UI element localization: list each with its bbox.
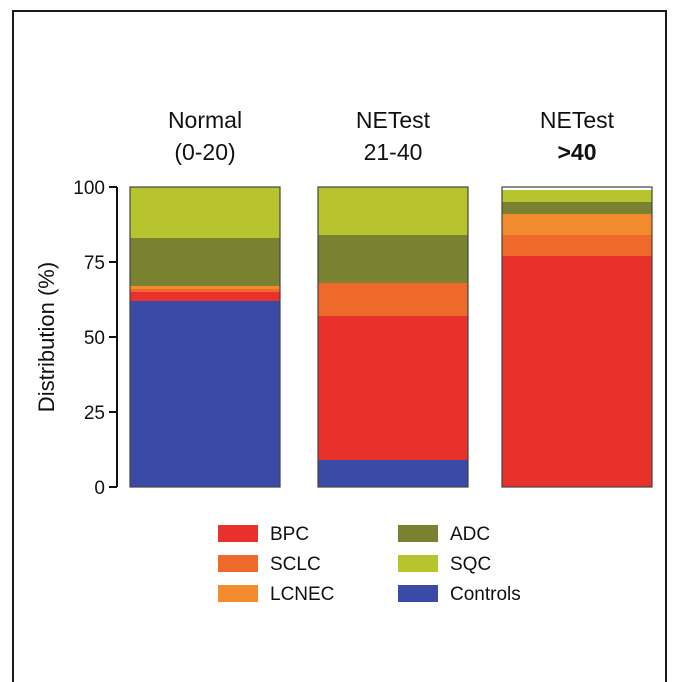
y-tick-label: 0 xyxy=(94,478,105,499)
legend-swatch-controls xyxy=(398,585,438,602)
category-titles: Normal (0-20) NETest 21-40 NETest >40 xyxy=(168,107,615,165)
bar-segment-sclc xyxy=(130,289,280,292)
legend-swatch-sclc xyxy=(218,555,258,572)
legend-label-controls: Controls xyxy=(450,584,521,605)
legend-label-bpc: BPC xyxy=(270,524,309,545)
category-title-line1: NETest xyxy=(356,107,431,133)
bar-segment-bpc xyxy=(130,292,280,301)
legend-swatch-adc xyxy=(398,525,438,542)
legend-swatch-sqc xyxy=(398,555,438,572)
bar-segment-adc xyxy=(318,235,468,283)
category-title-line2: (0-20) xyxy=(174,139,235,165)
bar-segment-bpc xyxy=(502,256,652,487)
y-tick-label: 25 xyxy=(84,403,105,424)
bar-outline xyxy=(501,186,653,488)
category-title-line2: >40 xyxy=(557,139,596,165)
category-title-line1: Normal xyxy=(168,107,242,133)
y-tick-label: 50 xyxy=(84,328,105,349)
bar-segment-sclc xyxy=(318,283,468,316)
bar-outline xyxy=(317,186,469,488)
bar-outline xyxy=(129,186,281,488)
category-title-line2: 21-40 xyxy=(364,139,423,165)
bar-segment-adc xyxy=(130,238,280,286)
category-title-line1: NETest xyxy=(540,107,615,133)
legend-label-sqc: SQC xyxy=(450,554,491,575)
legend-label-adc: ADC xyxy=(450,524,490,545)
y-axis-label: Distribution (%) xyxy=(34,262,59,412)
legend-swatch-bpc xyxy=(218,525,258,542)
bar-segment-sqc xyxy=(130,187,280,238)
bar-segment-sclc xyxy=(502,235,652,256)
bar-segment-sqc xyxy=(502,190,652,202)
bar-segment-adc xyxy=(502,202,652,214)
legend-label-lcnec: LCNEC xyxy=(270,584,334,605)
bars xyxy=(129,186,653,488)
bar-segment-controls xyxy=(318,460,468,487)
y-tick-label: 75 xyxy=(84,253,105,274)
legend-swatch-lcnec xyxy=(218,585,258,602)
bar-segment-bpc xyxy=(318,316,468,460)
bar-segment-controls xyxy=(130,301,280,487)
figure-frame xyxy=(12,10,667,682)
bar-segment-lcnec xyxy=(130,286,280,289)
legend: BPC SCLC LCNEC ADC SQC Controls xyxy=(218,524,521,605)
legend-label-sclc: SCLC xyxy=(270,554,321,575)
bar-segment-sqc xyxy=(318,187,468,235)
y-axis: 0 25 50 75 100 xyxy=(73,178,118,499)
bar-segment-lcnec xyxy=(502,214,652,235)
y-tick-label: 100 xyxy=(73,178,105,199)
